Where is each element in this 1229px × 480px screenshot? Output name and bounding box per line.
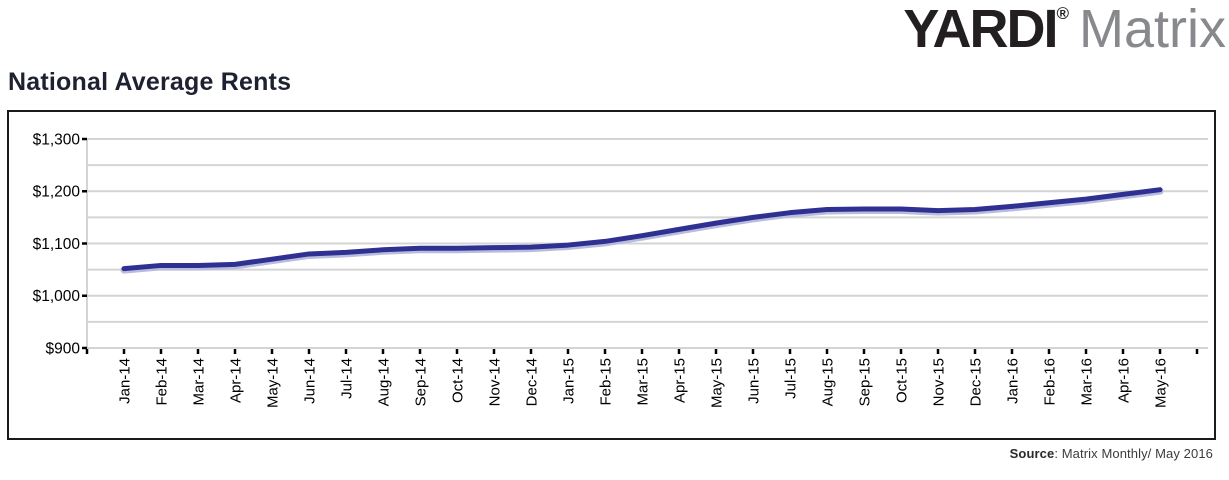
x-tick-label: Feb-15 (597, 358, 614, 406)
x-tick-label: Jan-15 (560, 358, 577, 404)
rent-series-line (121, 187, 1163, 272)
x-tick-label: Feb-14 (153, 358, 170, 406)
x-tick-label: May-14 (264, 358, 281, 408)
x-tick-label: Oct-14 (449, 358, 466, 403)
x-tick-label: Jul-15 (782, 358, 799, 399)
x-tick-label: Sep-15 (856, 358, 873, 406)
y-tick-label: $1,300 (33, 131, 81, 148)
x-tick-label: Jun-15 (745, 358, 762, 404)
logo-product-text: Matrix (1079, 0, 1226, 59)
source-text: : Matrix Monthly/ May 2016 (1054, 446, 1213, 461)
x-tick-label: Jun-14 (301, 358, 318, 404)
x-tick-label: Mar-16 (1078, 358, 1095, 406)
rent-line-chart: $900 $1,000 $1,100 $1,200 $1,300 Jan-14 Feb-14… (7, 110, 1216, 440)
x-tick-label: Sep-14 (412, 358, 429, 406)
source-attribution: Source: Matrix Monthly/ May 2016 (1010, 446, 1213, 461)
x-tick-label: Oct-15 (893, 358, 910, 403)
y-tick-label: $900 (46, 340, 81, 357)
yardi-matrix-logo: YARDI® Matrix (903, 2, 1226, 56)
y-tick-label: $1,000 (33, 288, 81, 305)
page-title: National Average Rents (8, 68, 292, 96)
x-tick-label: Aug-14 (375, 358, 392, 406)
x-tick-label: Mar-14 (190, 358, 207, 406)
x-tick-label: May-15 (708, 358, 725, 408)
x-tick-label: Jul-14 (338, 358, 355, 399)
source-label: Source (1009, 446, 1055, 461)
x-tick-label: Apr-15 (671, 358, 688, 403)
x-tick-label: May-16 (1152, 358, 1169, 408)
x-tick-label: Apr-14 (227, 358, 244, 403)
x-tick-label: Apr-16 (1115, 358, 1132, 403)
y-tick-label: $1,100 (33, 236, 81, 253)
x-tick-label: Nov-14 (486, 358, 503, 406)
x-tick-label: Feb-16 (1041, 358, 1058, 406)
x-tick-label: Dec-15 (967, 358, 984, 406)
x-tick-label: Dec-14 (523, 358, 540, 406)
chart-canvas: $900 $1,000 $1,100 $1,200 $1,300 Jan-14 Feb-14… (33, 131, 1208, 408)
logo-brand-text: YARDI (903, 0, 1058, 59)
y-tick-label: $1,200 (33, 184, 81, 201)
x-tick-label: Jan-16 (1004, 358, 1021, 404)
x-tick-label: Nov-15 (930, 358, 947, 406)
x-tick-label: Jan-14 (116, 358, 133, 404)
x-tick-label: Aug-15 (819, 358, 836, 406)
registered-trademark-icon: ® (1056, 4, 1069, 23)
x-tick-label: Mar-15 (634, 358, 651, 406)
